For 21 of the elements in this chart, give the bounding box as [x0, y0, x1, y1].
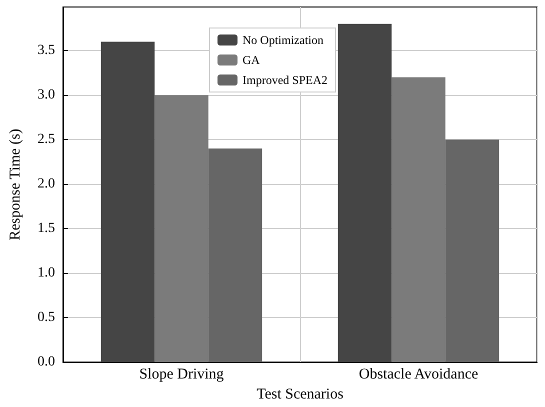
y-tick-label: 3.0 — [38, 88, 55, 103]
y-tick-label: 0.5 — [38, 310, 55, 326]
y-tick-label: 1.0 — [38, 266, 55, 281]
y-tick-label: 1.5 — [38, 221, 55, 236]
legend-label: No Optimization — [242, 33, 324, 47]
y-tick-label: 2.0 — [38, 176, 55, 192]
legend-label: Improved SPEA2 — [242, 73, 328, 87]
x-tick-label: Obstacle Avoidance — [358, 366, 478, 383]
bar — [338, 24, 392, 362]
y-tick-label: 3.5 — [38, 43, 55, 58]
bar — [154, 95, 208, 362]
bar — [392, 77, 446, 362]
x-axis-title: Test Scenarios — [256, 386, 344, 402]
y-tick-label: 2.5 — [38, 132, 55, 148]
bar — [208, 148, 262, 362]
y-tick-label: 0.0 — [38, 354, 55, 370]
bar — [100, 42, 155, 362]
bar — [445, 140, 500, 362]
x-tick-label: Slope Driving — [139, 366, 224, 383]
legend-label: GA — [242, 53, 260, 67]
y-axis-title: Response Time (s) — [8, 128, 24, 240]
